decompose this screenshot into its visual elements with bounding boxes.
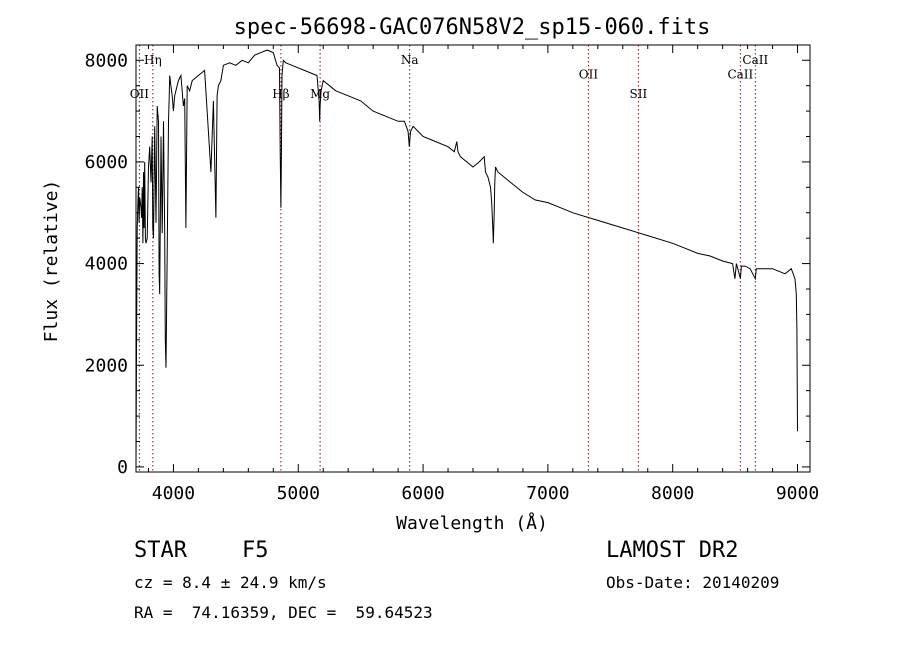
redshift-text: cz = 8.4 ± 24.9 km/s bbox=[134, 573, 327, 592]
spectrum-line bbox=[135, 49, 798, 467]
x-tick-label: 7000 bbox=[526, 483, 569, 504]
plot-frame bbox=[135, 44, 811, 473]
axis-ticks bbox=[136, 45, 810, 472]
y-tick-label: 4000 bbox=[85, 254, 128, 275]
marker-label-hβ: Hβ bbox=[272, 87, 289, 101]
marker-label-na: Na bbox=[401, 53, 419, 67]
y-tick-label: 0 bbox=[117, 457, 128, 478]
marker-label-oii: OII bbox=[579, 68, 599, 82]
marker-label-oii: OII bbox=[130, 87, 150, 101]
object-class: STAR bbox=[134, 538, 187, 563]
coordinates-text: RA = 74.16359, DEC = 59.64523 bbox=[134, 603, 433, 622]
marker-label-hη: Hη bbox=[144, 53, 162, 67]
chart-title: spec-56698-GAC076N58V2_sp15-060.fits bbox=[234, 15, 711, 40]
x-tick-labels: 4000 5000 6000 7000 8000 9000 bbox=[152, 483, 819, 504]
observation-date: Obs-Date: 20140209 bbox=[606, 573, 780, 592]
x-tick-label: 5000 bbox=[277, 483, 320, 504]
y-tick-label: 6000 bbox=[85, 152, 128, 173]
x-tick-label: 8000 bbox=[651, 483, 694, 504]
y-axis-label: Flux (relative) bbox=[41, 180, 62, 343]
y-tick-label: 2000 bbox=[85, 355, 128, 376]
marker-label-sii: SII bbox=[630, 87, 648, 101]
survey-name: LAMOST DR2 bbox=[606, 538, 739, 563]
y-tick-labels: 0 2000 4000 6000 8000 bbox=[85, 50, 128, 478]
x-tick-label: 4000 bbox=[152, 483, 195, 504]
marker-label-caii: CaII bbox=[727, 68, 753, 82]
x-tick-label: 6000 bbox=[401, 483, 444, 504]
object-subclass: F5 bbox=[242, 538, 269, 563]
x-axis-label: Wavelength (Å) bbox=[396, 512, 548, 534]
marker-label-mg: Mg bbox=[310, 87, 330, 101]
marker-label-caii: CaII bbox=[742, 53, 768, 67]
x-tick-label: 9000 bbox=[776, 483, 819, 504]
y-tick-label: 8000 bbox=[85, 50, 128, 71]
